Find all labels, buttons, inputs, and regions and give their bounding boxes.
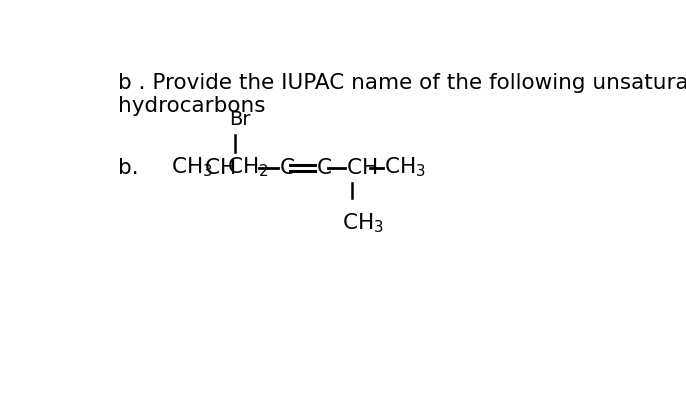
- Text: $\mathsf{CH}$: $\mathsf{CH}$: [204, 157, 235, 178]
- Text: b.: b.: [118, 157, 139, 178]
- Text: $\mathsf{C}$: $\mathsf{C}$: [279, 157, 294, 178]
- Text: hydrocarbons: hydrocarbons: [118, 96, 265, 116]
- Text: b . Provide the IUPAC name of the following unsaturated: b . Provide the IUPAC name of the follow…: [118, 73, 686, 93]
- Text: $\mathsf{CH}$: $\mathsf{CH}$: [346, 157, 377, 178]
- Text: Br: Br: [229, 110, 250, 129]
- Text: $\mathsf{CH_3}$: $\mathsf{CH_3}$: [171, 156, 213, 180]
- Text: $\mathsf{C}$: $\mathsf{C}$: [316, 157, 332, 178]
- Text: $\mathsf{CH_3}$: $\mathsf{CH_3}$: [342, 211, 383, 235]
- Text: $\mathsf{CH_3}$: $\mathsf{CH_3}$: [384, 156, 426, 180]
- Text: $\mathsf{CH_2}$: $\mathsf{CH_2}$: [227, 156, 268, 180]
